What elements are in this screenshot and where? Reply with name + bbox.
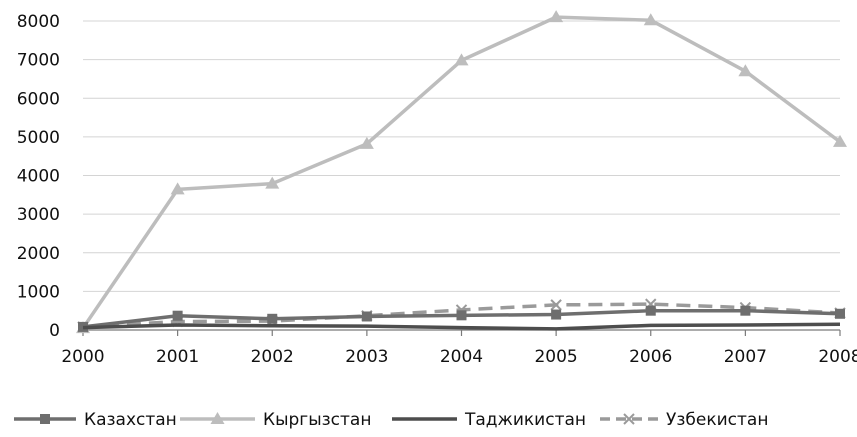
data-point-triangle-marker [359, 136, 374, 149]
x-tick-label: 2004 [440, 347, 483, 367]
legend-swatch-square-marker [40, 414, 50, 424]
legend-item: Таджикистан [392, 410, 586, 430]
data-point-square-marker [456, 310, 467, 321]
legend-swatch-x-marker [623, 413, 635, 425]
y-tick-label: 0 [49, 321, 60, 341]
y-tick-label: 5000 [17, 128, 60, 148]
y-tick-labels: 0 1000 2000 3000 4000 5000 6000 7000 8000 [17, 12, 60, 341]
axes [82, 329, 841, 336]
series-1 [76, 10, 847, 334]
data-point-square-marker [361, 311, 372, 322]
x-tick-label: 2005 [534, 347, 577, 367]
data-point-triangle-marker [833, 134, 847, 147]
x-tick-label: 2002 [251, 347, 294, 367]
series-line [82, 322, 841, 331]
data-point-triangle-marker [170, 182, 185, 195]
y-tick-label: 4000 [17, 167, 60, 187]
legend-label: Казахстан [84, 410, 177, 430]
data-point-square-marker [835, 308, 845, 319]
data-point-triangle-marker [265, 176, 280, 189]
y-tick-label: 6000 [17, 89, 60, 109]
x-tick-labels: 2000 2001 2002 2003 2004 2005 2006 2007 2008 [61, 347, 857, 367]
data-point-square-marker [551, 309, 562, 320]
legend-label: Узбекистан [666, 410, 768, 430]
data-point-triangle-marker [454, 53, 469, 66]
data-point-square-marker [645, 305, 656, 316]
x-tick-label: 2001 [156, 347, 199, 367]
series-group [76, 10, 847, 334]
data-point-square-marker [740, 305, 751, 316]
x-tick-label: 2007 [724, 347, 767, 367]
y-tick-label: 8000 [17, 12, 60, 32]
y-tick-label: 3000 [17, 205, 60, 225]
y-tick-label: 2000 [17, 244, 60, 264]
legend-item: Казахстан [14, 410, 177, 430]
data-point-square-marker [172, 310, 183, 321]
data-point-square-marker [267, 313, 278, 324]
x-tick-label: 2000 [61, 347, 104, 367]
x-tick-label: 2008 [818, 347, 857, 367]
legend-label: Таджикистан [464, 410, 586, 430]
gridlines [83, 20, 840, 292]
legend-label: Кыргызстан [263, 410, 371, 430]
data-point-triangle-marker [549, 10, 564, 23]
series-2 [82, 322, 841, 331]
data-point-x-marker [550, 299, 562, 311]
x-tick-label: 2003 [345, 347, 388, 367]
y-tick-label: 7000 [17, 51, 60, 71]
legend-swatch-triangle-marker [210, 412, 225, 424]
legend: Казахстан Кыргызстан Таджикистан Узбекистан [14, 410, 768, 430]
data-point-triangle-marker [738, 64, 753, 77]
x-tick-label: 2006 [629, 347, 672, 367]
legend-item: Кыргызстан [180, 410, 371, 430]
data-point-triangle-marker [643, 13, 658, 26]
legend-item: Узбекистан [600, 410, 768, 430]
y-tick-label: 1000 [17, 282, 60, 302]
